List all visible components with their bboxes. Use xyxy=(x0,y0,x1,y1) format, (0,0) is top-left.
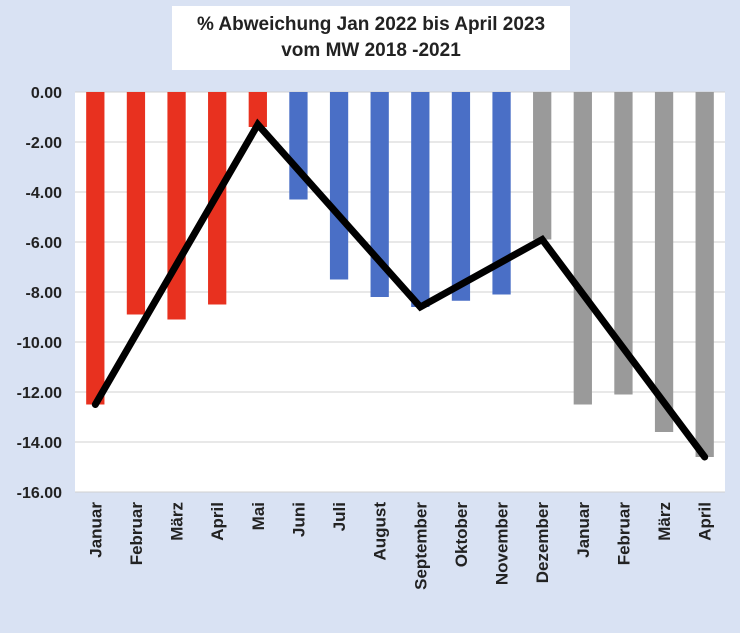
x-tick-label: März xyxy=(655,502,674,541)
x-tick-label: März xyxy=(168,502,187,541)
x-tick-label: Dezember xyxy=(533,502,552,584)
y-tick-label: 0.00 xyxy=(31,85,62,102)
y-tick-label: -4.00 xyxy=(26,185,63,202)
chart-title-line-1: % Abweichung Jan 2022 bis April 2023 xyxy=(196,14,546,35)
x-tick-label: April xyxy=(696,502,715,541)
bar xyxy=(289,92,308,200)
y-tick-label: -12.00 xyxy=(17,385,62,402)
x-tick-label: August xyxy=(371,502,390,561)
y-tick-label: -14.00 xyxy=(17,435,62,452)
bar xyxy=(614,92,633,395)
bar xyxy=(573,92,592,405)
bar xyxy=(654,92,674,432)
chart-title-line-2: vom MW 2018 -2021 xyxy=(281,40,461,61)
x-tick-label: Januar xyxy=(86,502,105,558)
y-tick-label: -16.00 xyxy=(17,485,62,502)
x-tick-label: Februar xyxy=(127,502,146,566)
x-tick-label: September xyxy=(411,502,430,590)
bar xyxy=(451,92,471,301)
x-tick-label: Mai xyxy=(249,502,268,530)
chart-title-box: % Abweichung Jan 2022 bis April 2023 vom… xyxy=(172,6,570,70)
bar xyxy=(86,92,105,405)
y-tick-label: -10.00 xyxy=(17,335,62,352)
bar xyxy=(492,92,511,295)
x-tick-label: November xyxy=(493,502,512,586)
bar xyxy=(695,92,714,457)
y-tick-label: -2.00 xyxy=(26,135,63,152)
bar xyxy=(533,92,552,240)
y-tick-label: -6.00 xyxy=(26,235,63,252)
x-tick-label: Februar xyxy=(614,502,633,566)
x-tick-label: Januar xyxy=(574,502,593,558)
bar xyxy=(248,92,267,127)
bar xyxy=(411,92,430,307)
bar xyxy=(370,92,389,297)
x-tick-label: Juni xyxy=(289,502,308,537)
trend-line xyxy=(91,118,709,461)
bar xyxy=(329,92,349,280)
x-tick-label: Oktober xyxy=(452,502,471,568)
x-tick-label: Juli xyxy=(330,502,349,531)
bar xyxy=(167,92,186,320)
bar xyxy=(126,92,146,315)
x-tick-label: April xyxy=(208,502,227,541)
y-tick-label: -8.00 xyxy=(26,285,63,302)
